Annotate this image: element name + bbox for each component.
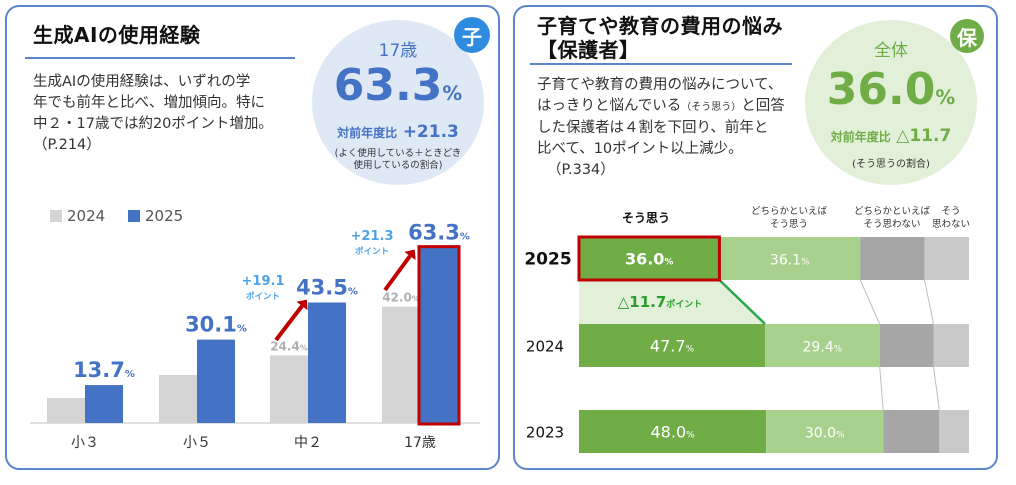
seg-label-2024-1: 29.4% [802, 340, 842, 356]
bar-2025-3 [420, 247, 458, 423]
seg-2024-1 [765, 324, 880, 367]
seg-2024-2 [879, 324, 934, 367]
data-label-2025-2: 43.5% [296, 276, 358, 300]
education-cost-stacked-chart: そう思う どちらかといえばそう思うどちらかといえばそう思わないそう思わない36.0… [524, 206, 970, 453]
seg-label-2025-0: 36.0% [625, 250, 674, 269]
segment-header-2-l2: そう思わない [863, 219, 920, 230]
parent-badge: 保 [950, 19, 984, 53]
legend-swatch-2025 [128, 210, 140, 222]
bar-2024-2 [270, 355, 308, 423]
diff-arrow-head-0 [296, 299, 308, 311]
data-label-2025-3: 63.3% [408, 221, 470, 245]
highlight-box-17 [417, 245, 461, 426]
education-cost-title-underline [530, 63, 792, 65]
connector-1-1 [879, 366, 884, 411]
ai-usage-summary: 生成AIの使用経験は、いずれの学 年でも前年と比べ、増加傾向。特に 中２・17歳… [33, 74, 273, 153]
segment-header-1-l2: そう思う [770, 219, 808, 230]
child-badge: 子 [454, 17, 490, 53]
bubble-diff-overall: 対前年度比 △11.7 [830, 126, 952, 146]
bubble-note-overall: (そう思うの割合) [852, 159, 930, 170]
data-label-2025-0: 13.7% [73, 358, 135, 382]
seg-2023-2 [883, 410, 940, 453]
cost-highlight-bubble [805, 20, 977, 185]
diff-connector-line [718, 279, 766, 325]
bubble-value-overall: 36.0% [826, 64, 956, 115]
seg-2025-0 [579, 237, 720, 280]
data-label-2024-2: 24.4% [270, 339, 308, 353]
data-label-2024-3: 42.0% [382, 291, 420, 305]
row-label-2024: 2024 [526, 338, 564, 356]
seg-2024-3 [933, 324, 969, 367]
seg-2025-2 [860, 237, 925, 280]
bar-2024-0 [47, 398, 85, 423]
ai-usage-title-underline [25, 57, 295, 59]
legend-swatch-2024 [50, 210, 62, 222]
bubble-note-17: (よく使用している＋ときどき 使用しているの割合) [334, 148, 462, 171]
diff-arrow-line-0 [274, 304, 304, 342]
seg-label-2025-1: 36.1% [770, 253, 810, 269]
diff-shade-region [579, 280, 766, 324]
category-label-3: 17歳 [404, 435, 436, 451]
segment-header-1-l1: どちらかといえば [751, 206, 828, 217]
row-label-2023: 2023 [526, 424, 564, 442]
bar-2025-2 [308, 302, 346, 423]
seg-2025-1 [719, 237, 861, 280]
ai-usage-highlight-bubble [312, 20, 484, 185]
legend-label-2025: 2025 [145, 207, 183, 225]
highlight-box-2025 [577, 235, 721, 282]
connector-1-2 [933, 366, 940, 411]
seg-label-2023-0: 48.0% [651, 423, 696, 442]
diff-value-0: +19.1 [242, 274, 285, 289]
data-label-2025-1: 30.1% [185, 313, 247, 337]
category-label-0: 小３ [71, 435, 99, 451]
segment-header-2-l1: どちらかといえば [854, 206, 931, 217]
ai-usage-bar-chart: 2024 2025 13.7% 小３ 30.1% 小５ 24.4% 43.5% 中２ 42.0% 6… [30, 207, 480, 451]
category-label-2: 中２ [294, 435, 322, 451]
bar-2025-0 [85, 385, 123, 423]
diff-value-1: +21.3 [351, 229, 394, 244]
bubble-label-17: 17歳 [378, 41, 418, 61]
diff-unit-1: ポイント [355, 246, 389, 257]
row-label-2025: 2025 [524, 250, 571, 270]
connector-0-2 [924, 279, 934, 325]
seg-label-2024-0: 47.7% [650, 337, 695, 356]
seg-2023-0 [579, 410, 767, 453]
ai-usage-title: 生成AIの使用経験 [33, 23, 201, 47]
seg-2024-0 [579, 324, 766, 367]
connector-0-1 [859, 279, 881, 325]
bar-2024-3 [382, 306, 420, 423]
bubble-value-17: 63.3% [333, 60, 463, 111]
segment-header-3-l1: そう [941, 206, 960, 217]
diff-arrow-line-1 [383, 254, 412, 292]
education-cost-summary: 子育てや教育の費用の悩みについて、 はっきりと悩んでいる（そう思う）と回答 した… [537, 77, 785, 178]
legend-label-2024: 2024 [67, 207, 105, 225]
bubble-diff-17: 対前年度比 +21.3 [337, 122, 459, 142]
diff-arrow-head-1 [404, 249, 416, 261]
category-label-1: 小５ [183, 435, 211, 451]
seg-2025-3 [924, 237, 969, 280]
seg-label-2023-1: 30.0% [805, 426, 845, 442]
bar-2025-1 [197, 339, 235, 423]
seg-2023-1 [766, 410, 884, 453]
segment-header-0: そう思う [622, 211, 670, 225]
diff-unit-0: ポイント [246, 291, 280, 302]
seg-2023-3 [939, 410, 969, 453]
education-cost-title: 子育てや教育の費用の悩み 【保護者】 [537, 14, 783, 62]
segment-header-3-l2: 思わない [932, 219, 970, 230]
bar-2024-1 [159, 375, 197, 423]
bubble-label-overall: 全体 [874, 41, 908, 61]
